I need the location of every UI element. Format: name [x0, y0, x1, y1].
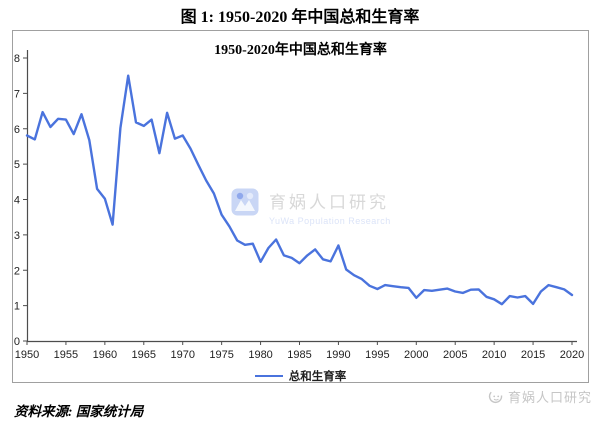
svg-text:1960: 1960 [93, 349, 117, 361]
svg-text:1985: 1985 [287, 349, 311, 361]
chart-title: 1950-2020年中国总和生育率 [214, 43, 387, 58]
svg-text:8: 8 [14, 53, 20, 65]
legend-label: 总和生育率 [288, 371, 347, 383]
svg-text:1995: 1995 [365, 349, 389, 361]
chart-panel: 0 1 2 3 4 5 6 7 8 1950 1955 1960 1965 1970 1975 1980 198… [12, 30, 589, 383]
svg-text:2015: 2015 [521, 349, 545, 361]
svg-text:1965: 1965 [132, 349, 156, 361]
footer-logo: 育娲人口研究 [488, 387, 592, 406]
figure-caption: 图 1: 1950-2020 年中国总和生育率 [180, 9, 420, 26]
svg-text:2005: 2005 [443, 349, 467, 361]
fertility-line-chart: 0 1 2 3 4 5 6 7 8 1950 1955 1960 1965 1970 1975 1980 198… [14, 50, 584, 361]
data-source-note: 资料来源: 国家统计局 [14, 404, 144, 419]
svg-text:6: 6 [14, 124, 20, 136]
svg-text:2010: 2010 [482, 349, 506, 361]
svg-text:2000: 2000 [404, 349, 428, 361]
svg-text:2: 2 [14, 265, 20, 277]
svg-text:1980: 1980 [248, 349, 272, 361]
svg-text:2020: 2020 [560, 349, 584, 361]
svg-text:1970: 1970 [170, 349, 194, 361]
svg-text:0: 0 [14, 336, 20, 348]
svg-text:4: 4 [14, 195, 20, 207]
svg-text:5: 5 [14, 159, 20, 171]
svg-text:1950: 1950 [15, 349, 39, 361]
svg-text:1: 1 [14, 301, 20, 313]
yuwa-badge-icon [488, 391, 503, 403]
svg-text:1975: 1975 [209, 349, 233, 361]
svg-text:7: 7 [14, 88, 20, 100]
svg-text:3: 3 [14, 230, 20, 242]
footer-logo-text: 育娲人口研究 [507, 390, 592, 405]
svg-text:1990: 1990 [326, 349, 350, 361]
svg-text:1955: 1955 [54, 349, 78, 361]
legend-line-swatch [254, 375, 283, 377]
legend: 总和生育率 [13, 368, 588, 384]
